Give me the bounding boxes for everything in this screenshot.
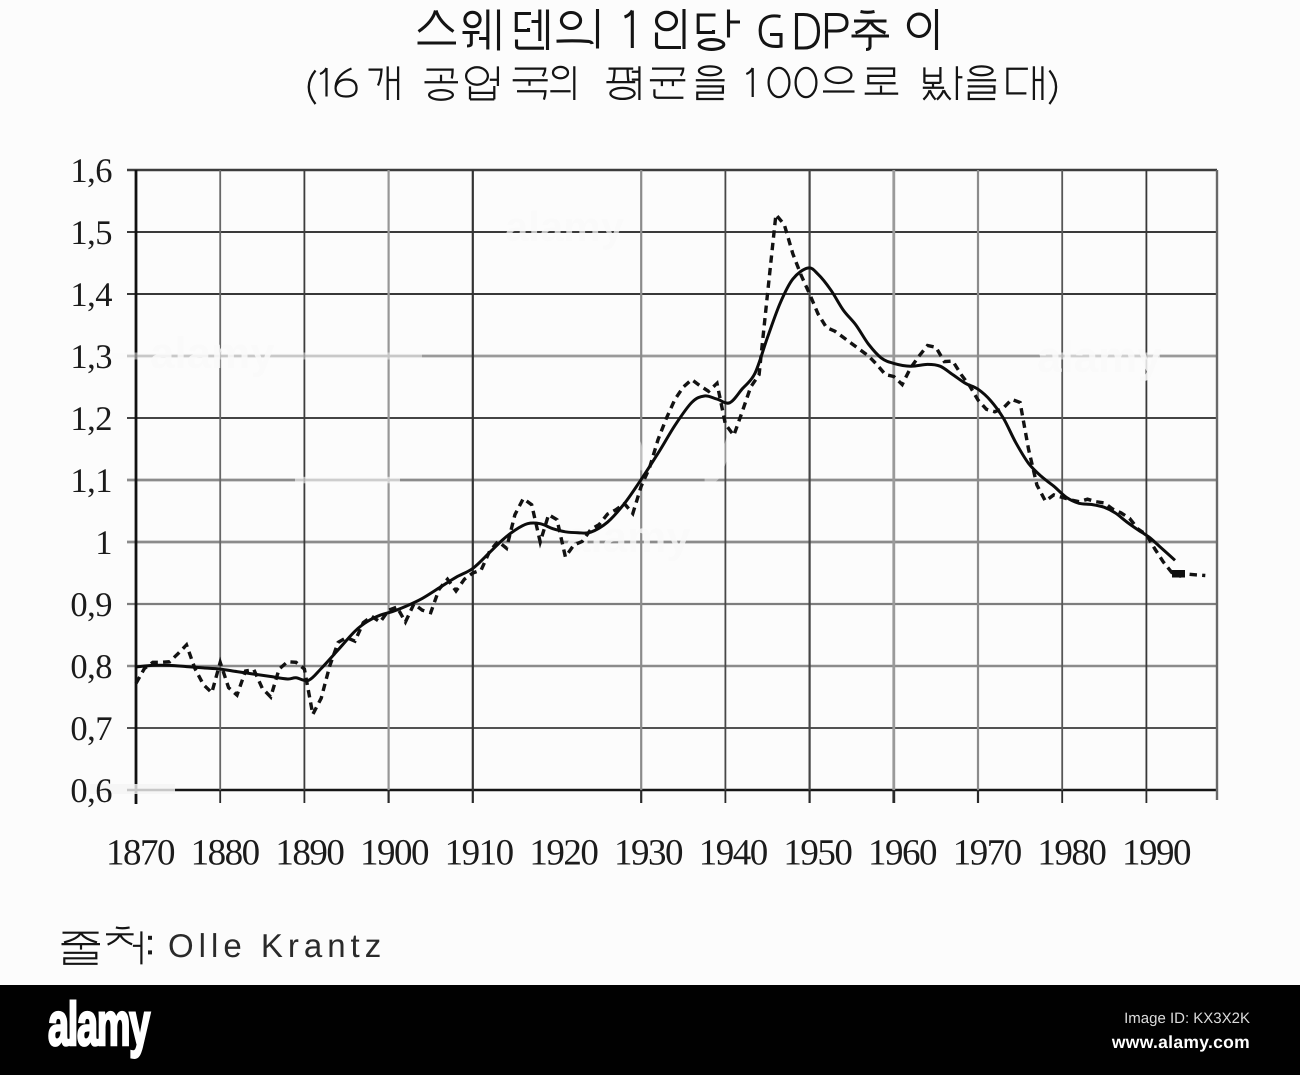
svg-text:1900: 1900 bbox=[360, 833, 429, 874]
svg-text:1,5: 1,5 bbox=[70, 214, 112, 252]
svg-text:Image ID: KX3X2K: Image ID: KX3X2K bbox=[1124, 1010, 1250, 1027]
svg-text:alamy: alamy bbox=[505, 203, 625, 250]
svg-text:Olle Krantz: Olle Krantz bbox=[168, 927, 386, 964]
svg-text:1970: 1970 bbox=[953, 833, 1022, 874]
svg-text:1890: 1890 bbox=[275, 833, 344, 874]
svg-text:0,8: 0,8 bbox=[70, 648, 112, 686]
svg-text:0,9: 0,9 bbox=[70, 586, 112, 624]
svg-text:0,6: 0,6 bbox=[70, 772, 112, 810]
svg-text:1880: 1880 bbox=[191, 833, 260, 874]
svg-text:1950: 1950 bbox=[783, 833, 852, 874]
svg-text:1910: 1910 bbox=[445, 833, 514, 874]
svg-text:1930: 1930 bbox=[614, 833, 683, 874]
svg-text:1,6: 1,6 bbox=[70, 152, 112, 190]
svg-text:1: 1 bbox=[95, 524, 112, 562]
svg-text:0,7: 0,7 bbox=[70, 710, 112, 748]
svg-text:alamy: alamy bbox=[48, 990, 150, 1058]
svg-text:1940: 1940 bbox=[699, 833, 768, 874]
svg-text:1920: 1920 bbox=[529, 833, 598, 874]
svg-text:alamy: alamy bbox=[150, 329, 275, 378]
svg-text:alamy: alamy bbox=[566, 513, 691, 562]
svg-text:www.alamy.com: www.alamy.com bbox=[1111, 1032, 1250, 1052]
svg-text:1990: 1990 bbox=[1122, 833, 1191, 874]
svg-text:1960: 1960 bbox=[868, 833, 937, 874]
svg-text:1,3: 1,3 bbox=[70, 338, 112, 376]
svg-text:1980: 1980 bbox=[1037, 833, 1106, 874]
svg-text:1,4: 1,4 bbox=[70, 276, 112, 314]
svg-text:1,1: 1,1 bbox=[70, 462, 112, 500]
svg-text:1870: 1870 bbox=[106, 833, 175, 874]
svg-text:1,2: 1,2 bbox=[70, 400, 112, 438]
